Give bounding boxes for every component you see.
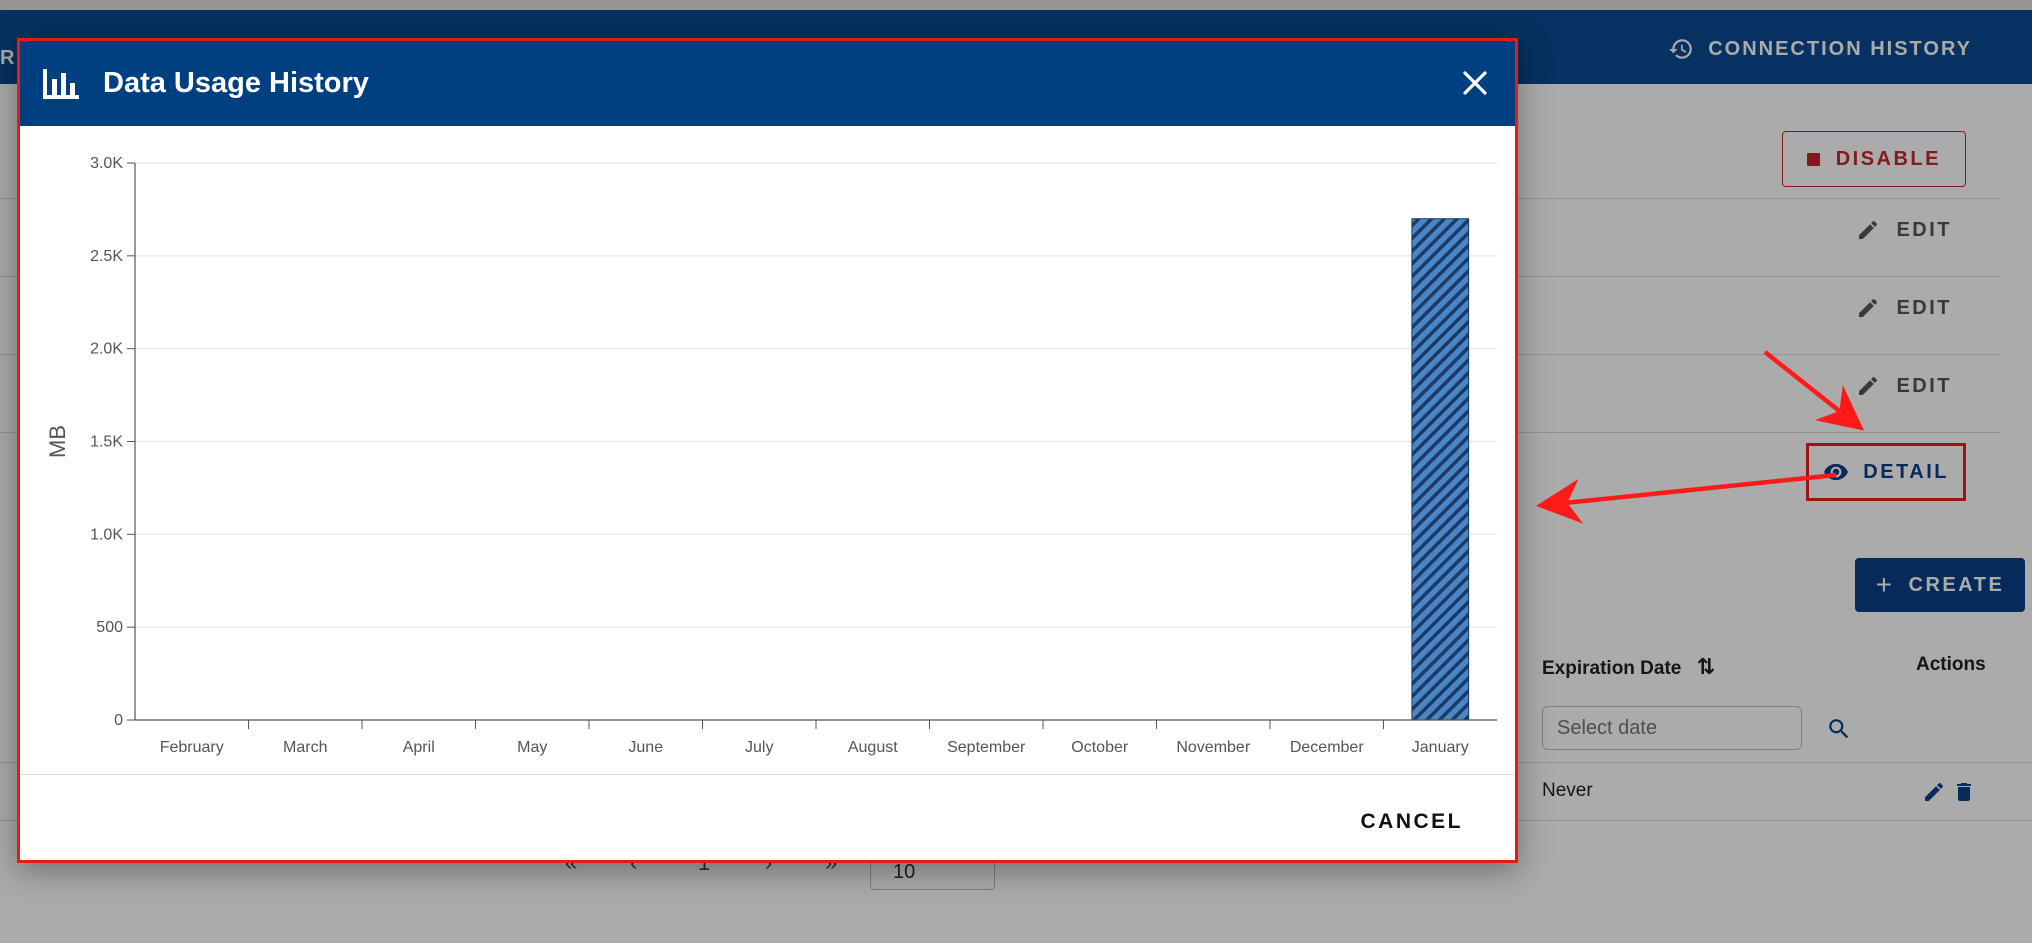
dialog-header: Data Usage History — [20, 41, 1515, 126]
dialog-title: Data Usage History — [103, 67, 369, 99]
edit-label: EDIT — [1896, 218, 1952, 241]
y-axis-label: MB — [45, 425, 70, 458]
x-tick-label: July — [745, 739, 773, 756]
x-tick-label: January — [1412, 739, 1469, 756]
plus-icon: + — [1875, 569, 1895, 600]
page-size-value: 10 — [893, 861, 916, 883]
edit-button[interactable]: EDIT — [1856, 296, 1952, 320]
card-row: DETAIL — [0, 432, 2000, 510]
stop-icon — [1806, 152, 1820, 166]
close-icon — [1463, 71, 1487, 95]
y-tick-label: 3.0K — [90, 155, 123, 172]
pencil-icon — [1859, 220, 1878, 239]
expiration-date-filter[interactable] — [1542, 706, 1802, 750]
search-icon[interactable] — [1826, 716, 1852, 742]
edit-row-icon[interactable] — [1922, 780, 1946, 804]
history-icon — [1669, 39, 1693, 59]
y-tick-label: 1.5K — [90, 434, 123, 451]
detail-button[interactable]: DETAIL — [1806, 443, 1966, 501]
edit-label: EDIT — [1896, 296, 1952, 319]
y-tick-label: 500 — [96, 619, 123, 636]
column-header-label: Expiration Date — [1542, 658, 1682, 679]
cancel-button[interactable]: CANCEL — [1355, 809, 1470, 835]
disable-button[interactable]: DISABLE — [1781, 131, 1966, 187]
x-tick-label: February — [160, 739, 224, 756]
x-tick-label: March — [283, 739, 327, 756]
nav-connection-history-label: CONNECTION HISTORY — [1708, 37, 1972, 60]
x-tick-label: April — [403, 739, 435, 756]
x-tick-label: December — [1290, 739, 1364, 756]
x-tick-label: September — [947, 739, 1026, 756]
usage-bar-chart: 0 500 1.0K 1.5K 2.0K 2.5K 3.0K MB February March A… — [45, 155, 1497, 756]
dialog-footer: CANCEL — [20, 774, 1515, 864]
close-button[interactable] — [1457, 65, 1493, 101]
create-button[interactable]: + CREATE — [1855, 558, 2025, 612]
y-tick-label: 0 — [114, 712, 123, 729]
x-tick-label: October — [1071, 739, 1129, 756]
column-header-label: Actions — [1916, 654, 1986, 675]
edit-label: EDIT — [1896, 374, 1952, 397]
pencil-icon — [1859, 298, 1878, 317]
y-tick-label: 2.5K — [90, 248, 123, 265]
disable-label: DISABLE — [1835, 147, 1941, 170]
y-tick-label: 2.0K — [90, 341, 123, 358]
x-tick-label: June — [628, 739, 663, 756]
x-tick-label: August — [848, 739, 898, 756]
create-label: CREATE — [1908, 573, 2005, 596]
dialog-body: 0 500 1.0K 1.5K 2.0K 2.5K 3.0K MB February March A… — [20, 126, 1515, 774]
column-header-actions: Actions — [1916, 654, 1986, 676]
cell-expiration: Never — [1542, 780, 1593, 801]
x-tick-label: November — [1176, 739, 1250, 756]
browser-strip — [0, 0, 2032, 10]
delete-row-icon[interactable] — [1952, 780, 1976, 804]
detail-label: DETAIL — [1863, 460, 1949, 483]
column-header-expiration[interactable]: Expiration Date ⇅ — [1542, 654, 1715, 680]
y-tick-label: 1.0K — [90, 526, 123, 543]
sort-icon[interactable]: ⇅ — [1696, 654, 1716, 679]
bar-january — [1411, 218, 1470, 721]
x-tick-label: May — [517, 739, 547, 756]
edit-button[interactable]: EDIT — [1856, 218, 1952, 242]
nav-connection-history[interactable]: CONNECTION HISTORY — [1668, 36, 1972, 62]
data-usage-dialog: Data Usage History 0 500 1.0K 1.5K 2.0K 2.5K 3… — [17, 38, 1518, 863]
bar-chart-icon — [41, 67, 81, 101]
